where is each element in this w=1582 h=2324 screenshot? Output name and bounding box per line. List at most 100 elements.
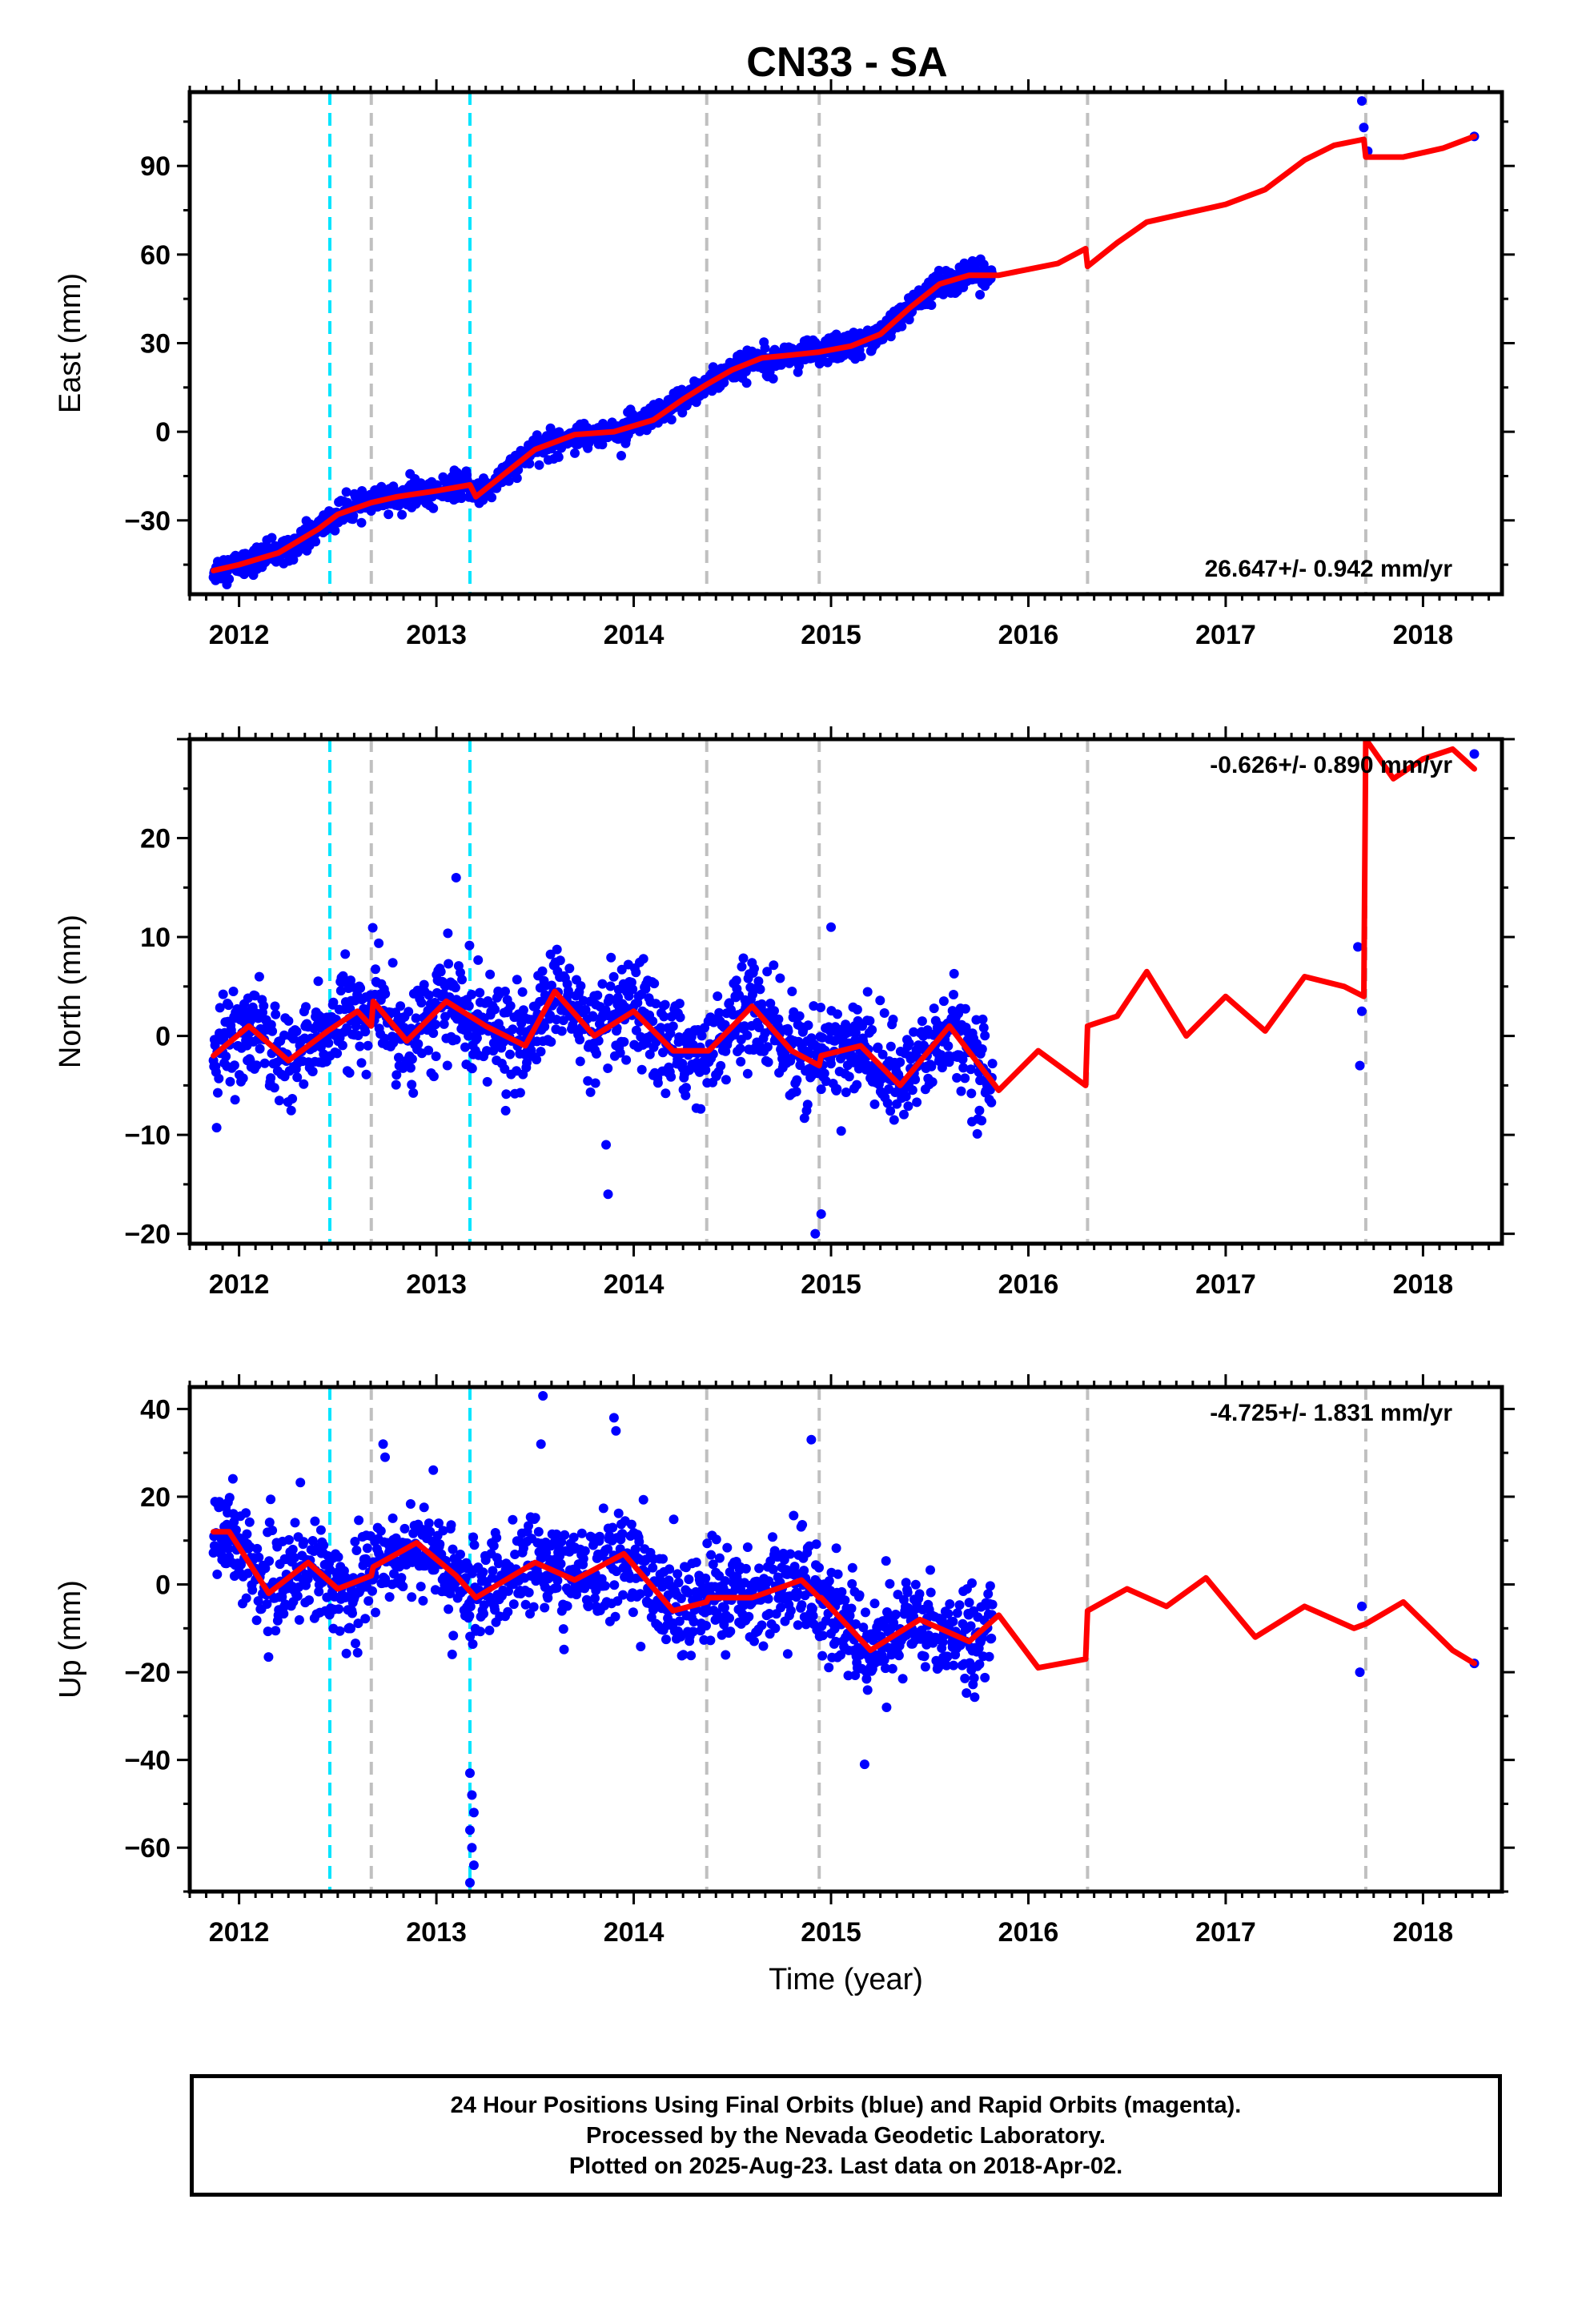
data-point <box>430 1019 440 1030</box>
data-point <box>371 1607 380 1618</box>
data-point <box>768 373 778 384</box>
data-point <box>616 964 627 975</box>
east-y-axis-title: East (mm) <box>54 273 87 413</box>
data-point <box>608 1413 619 1423</box>
data-point <box>844 1072 854 1082</box>
data-point <box>755 984 765 995</box>
model-fit-line <box>211 739 1477 1093</box>
data-point <box>881 1663 890 1674</box>
data-point <box>592 1048 601 1059</box>
data-point <box>628 984 638 995</box>
data-point <box>254 1552 264 1562</box>
data-point <box>356 517 367 528</box>
data-point <box>618 1590 628 1600</box>
data-point <box>904 315 914 325</box>
data-point <box>351 1638 360 1649</box>
data-point <box>407 1054 417 1064</box>
data-point <box>721 1075 731 1085</box>
data-point <box>943 1609 954 1618</box>
data-point <box>666 1072 677 1082</box>
data-point <box>605 981 616 991</box>
data-point <box>885 1041 896 1051</box>
data-point <box>725 1613 734 1623</box>
data-point <box>229 1060 239 1071</box>
data-point <box>424 1518 434 1529</box>
data-point <box>763 1594 773 1604</box>
data-point <box>287 1094 298 1104</box>
data-point <box>810 1228 821 1239</box>
y-tick-label: 0 <box>155 1022 171 1052</box>
data-point <box>341 1648 351 1659</box>
data-point <box>552 1015 562 1025</box>
model-fit-line <box>211 133 1477 573</box>
data-point <box>475 987 485 998</box>
data-point <box>292 1072 303 1083</box>
data-point <box>674 999 685 1009</box>
data-point <box>380 989 391 999</box>
data-point <box>1353 942 1363 952</box>
east-y-axis: 90 60 30 0 −30 <box>124 120 1515 566</box>
data-point <box>960 1673 970 1683</box>
data-point <box>284 1534 294 1545</box>
data-point <box>424 1045 434 1055</box>
data-point <box>985 1581 995 1591</box>
data-point <box>428 503 439 513</box>
data-point <box>533 1526 544 1537</box>
data-point <box>397 509 408 520</box>
up-data-points <box>208 1390 1480 1888</box>
data-point <box>845 1610 855 1621</box>
data-point <box>301 1002 311 1012</box>
x-tick-label: 2016 <box>998 620 1059 650</box>
data-point <box>473 955 484 965</box>
x-tick-label: 2015 <box>801 1917 861 1948</box>
data-point <box>505 1001 516 1011</box>
data-point <box>638 1494 648 1505</box>
data-point <box>522 1057 532 1068</box>
data-point <box>917 1016 927 1027</box>
data-point <box>362 1543 372 1554</box>
data-point <box>926 1587 936 1598</box>
data-point <box>768 1532 777 1542</box>
data-point <box>469 1540 480 1550</box>
data-point <box>352 1647 363 1658</box>
data-point <box>673 1578 684 1588</box>
data-point <box>485 969 496 979</box>
data-point <box>681 1083 691 1093</box>
data-point <box>967 1578 977 1588</box>
x-tick-label: 2015 <box>801 1269 861 1300</box>
data-point <box>288 1034 299 1044</box>
data-point <box>617 1529 628 1539</box>
data-point <box>468 1639 478 1649</box>
data-point <box>259 1058 270 1068</box>
data-point <box>543 1593 553 1603</box>
data-point <box>865 1015 875 1026</box>
data-point <box>555 955 565 966</box>
data-point <box>691 1557 701 1567</box>
data-point <box>600 1581 610 1591</box>
data-point <box>227 1474 238 1484</box>
data-point <box>749 1636 759 1647</box>
data-point <box>621 1055 632 1065</box>
data-point <box>355 1041 365 1051</box>
data-point <box>799 1566 809 1576</box>
data-point <box>583 1076 593 1086</box>
data-point <box>224 574 235 585</box>
data-point <box>659 1011 669 1022</box>
data-point <box>597 440 608 450</box>
data-point <box>833 1009 842 1019</box>
data-point <box>603 1063 613 1073</box>
data-point <box>660 999 670 1010</box>
data-point <box>735 1043 745 1054</box>
data-point <box>439 1019 449 1029</box>
data-point <box>817 1651 828 1661</box>
data-point <box>350 1537 360 1546</box>
data-point <box>859 1759 869 1770</box>
data-point <box>706 1550 717 1560</box>
y-tick-label: −40 <box>124 1746 171 1776</box>
data-point <box>970 1692 980 1703</box>
data-point <box>464 1610 475 1621</box>
data-point <box>283 1015 294 1026</box>
data-point <box>889 1115 899 1125</box>
data-point <box>267 1026 278 1036</box>
data-point <box>363 1040 373 1051</box>
